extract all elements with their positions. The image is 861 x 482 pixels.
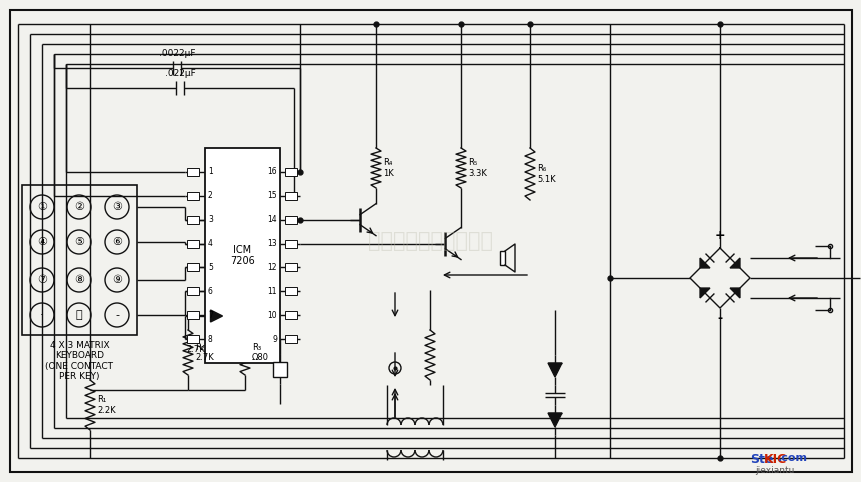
Text: +: + [714,229,724,242]
Bar [285,215,297,224]
Text: jiexiantu: jiexiantu [754,466,794,475]
Text: 4 X 3 MATRIX
KEYBOARD
(ONE CONTACT
PER KEY): 4 X 3 MATRIX KEYBOARD (ONE CONTACT PER K… [46,341,114,381]
Text: R₄
1K: R₄ 1K [382,158,393,178]
Text: ⑧: ⑧ [74,275,84,285]
Text: .com: .com [777,453,807,463]
Text: ③: ③ [112,202,122,212]
Bar [22,185,137,335]
Text: R₃
Ω80: R₃ Ω80 [251,343,269,362]
Polygon shape [210,310,222,322]
Text: 6: 6 [208,287,213,296]
Text: ⑥: ⑥ [112,237,122,247]
Bar [205,148,280,363]
Text: ①: ① [37,202,47,212]
Text: -: - [115,310,119,320]
Bar [273,362,287,376]
Bar [499,251,505,265]
Text: ICM
7206: ICM 7206 [230,245,255,266]
Polygon shape [699,288,709,298]
Text: R₆
5.1K: R₆ 5.1K [536,164,555,184]
Bar [285,287,297,295]
Polygon shape [699,258,709,268]
Text: 10: 10 [267,311,276,320]
Text: 12: 12 [267,263,276,272]
Text: 14: 14 [267,215,276,224]
Polygon shape [729,258,739,268]
Bar [187,168,199,176]
Bar [285,168,297,176]
Text: ②: ② [74,202,84,212]
Text: .0022μF: .0022μF [158,49,195,58]
Text: 2: 2 [208,191,213,201]
Text: 11: 11 [267,287,276,296]
Text: ⓪: ⓪ [76,310,82,320]
Text: ·: · [40,310,44,320]
Bar [187,335,199,343]
Bar [285,335,297,343]
Polygon shape [729,288,739,298]
Text: ④: ④ [37,237,47,247]
Text: 3: 3 [208,215,213,224]
Text: 1: 1 [208,167,213,176]
Text: 4: 4 [208,239,213,248]
Text: R₅
3.3K: R₅ 3.3K [468,158,486,178]
Bar [187,215,199,224]
Text: KIC: KIC [763,453,786,466]
Bar [285,192,297,200]
Text: Ste: Ste [749,453,772,466]
Bar [187,264,199,271]
Text: R₁
2.2K: R₁ 2.2K [97,395,115,415]
Text: 8: 8 [208,335,213,344]
Text: ⑨: ⑨ [112,275,122,285]
Text: 杭州将睢科技有限公司: 杭州将睢科技有限公司 [368,231,493,251]
Bar [285,311,297,319]
Bar [187,311,199,319]
Text: 7: 7 [208,311,213,320]
Bar [285,264,297,271]
Text: ⑤: ⑤ [74,237,84,247]
Text: 15: 15 [267,191,276,201]
Text: 16: 16 [267,167,276,176]
Polygon shape [548,363,561,377]
Text: .022μF: .022μF [164,69,195,78]
Bar [187,240,199,248]
Bar [187,192,199,200]
Text: ⑦: ⑦ [37,275,47,285]
Bar [187,287,199,295]
Text: R₂
2.7K: R₂ 2.7K [186,335,205,354]
Text: 13: 13 [267,239,276,248]
Bar [285,240,297,248]
Polygon shape [548,413,561,427]
Text: -: - [716,312,722,325]
Text: 5: 5 [208,263,213,272]
Text: 9: 9 [272,335,276,344]
Text: R₂
2.7K: R₂ 2.7K [195,343,214,362]
